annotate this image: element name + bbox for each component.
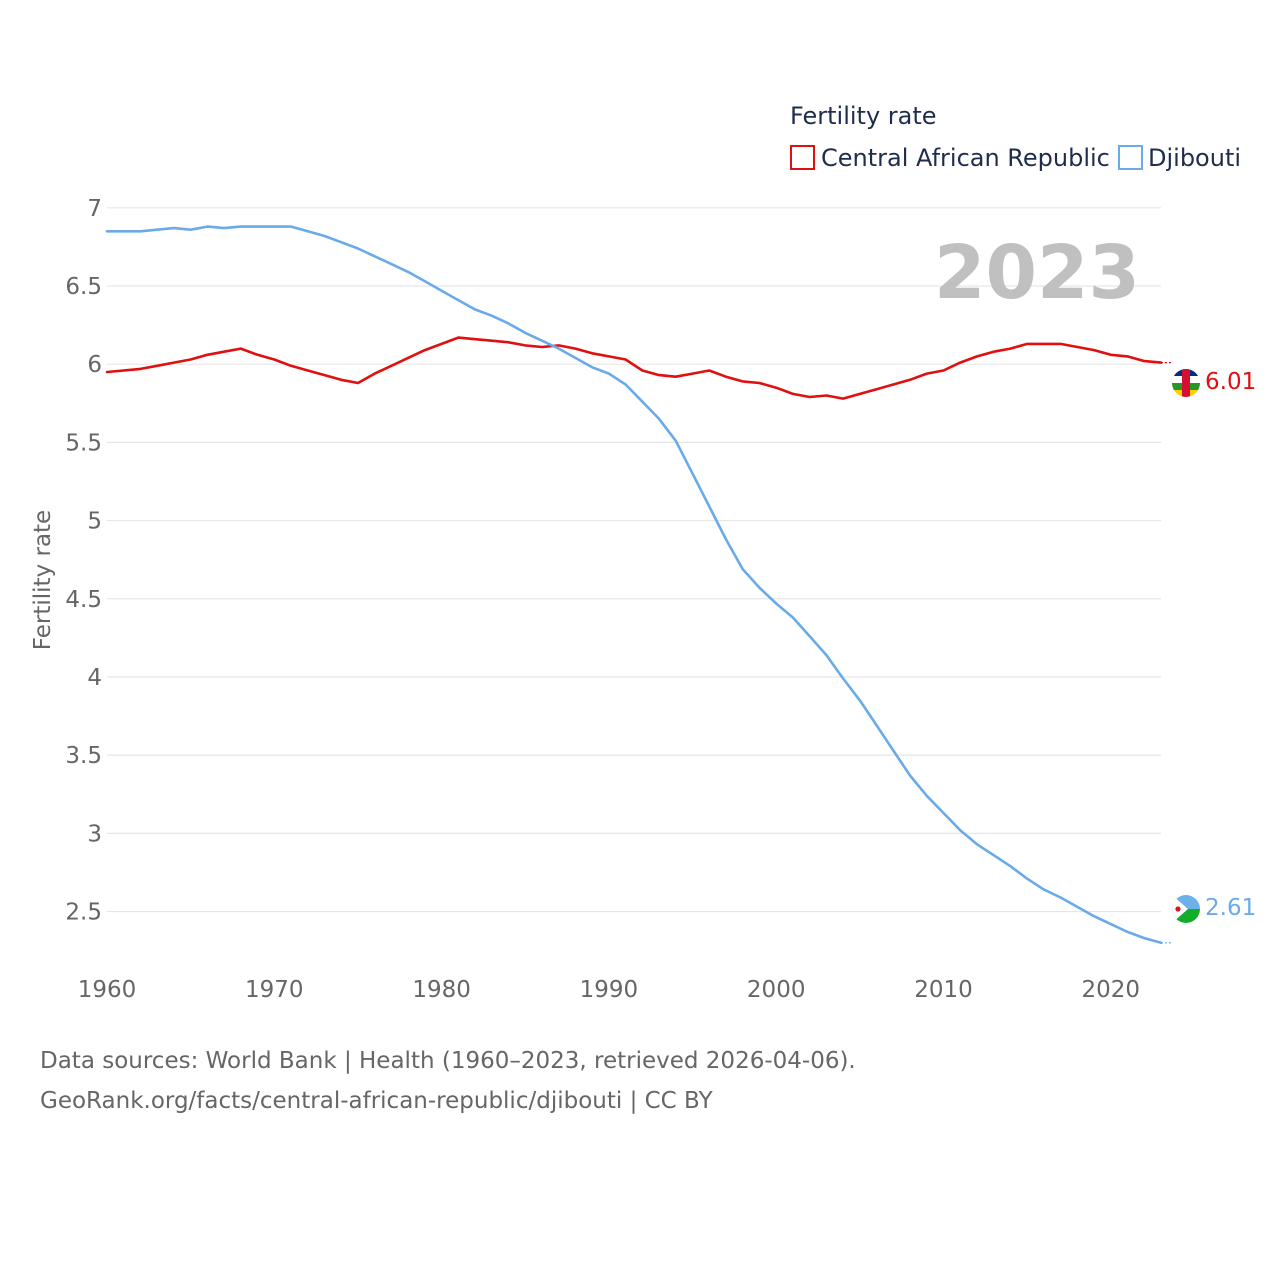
x-tick-label-4: 2000 (747, 977, 806, 1003)
x-tick-label-6: 2020 (1082, 977, 1141, 1003)
x-tick-label-5: 2010 (914, 977, 973, 1003)
legend-label-central-african-republic: Central African Republic (821, 144, 1110, 172)
legend-item-djibouti[interactable]: Djibouti (1118, 144, 1241, 172)
x-tick-label-1: 1970 (245, 977, 304, 1003)
grid-layer (107, 207, 1161, 913)
y-tick-label-5: 5 (87, 509, 102, 535)
series-layer (105, 225, 1172, 945)
end-label-djibouti: 2.61 (1205, 895, 1256, 921)
y-tick-label-1: 3 (87, 821, 102, 847)
y-tick-label-8: 6.5 (65, 274, 102, 300)
central-african-republic-flag-icon (1172, 369, 1200, 397)
legend-title: Fertility rate (790, 102, 937, 130)
legend-label-djibouti: Djibouti (1148, 144, 1241, 172)
series-line-central-african-republic[interactable] (105, 336, 1163, 400)
end-label-central-african-republic: 6.01 (1205, 369, 1256, 395)
source-line-2[interactable]: GeoRank.org/facts/central-african-republ… (40, 1088, 714, 1114)
y-tick-label-4: 4.5 (65, 587, 102, 613)
x-axis-ticks: 1960 1970 1980 1990 2000 2010 2020 (78, 977, 1140, 1003)
series-line-djibouti[interactable] (105, 225, 1163, 945)
legend: Fertility rate Central African Republic … (790, 102, 1241, 172)
source-line-1: Data sources: World Bank | Health (1960–… (40, 1048, 856, 1074)
legend-swatch-djibouti (1118, 145, 1143, 170)
legend-swatch-central-african-republic (790, 145, 815, 170)
year-overlay: 2023 (934, 230, 1140, 316)
y-axis-title: Fertility rate (30, 510, 56, 650)
x-tick-label-2: 1980 (412, 977, 471, 1003)
djibouti-flag-icon (1172, 895, 1200, 923)
x-tick-label-0: 1960 (78, 977, 137, 1003)
y-tick-label-2: 3.5 (65, 743, 102, 769)
y-axis-ticks: 2.5 3 3.5 4 4.5 5 5.5 6 6.5 7 (65, 196, 102, 926)
y-tick-label-7: 6 (87, 352, 102, 378)
y-tick-label-9: 7 (87, 196, 102, 222)
x-tick-label-3: 1990 (580, 977, 639, 1003)
y-tick-label-3: 4 (87, 665, 102, 691)
data-source-note: Data sources: World Bank | Health (1960–… (40, 1048, 856, 1114)
legend-item-central-african-republic[interactable]: Central African Republic (790, 144, 1110, 172)
y-tick-label-6: 5.5 (65, 430, 102, 456)
y-tick-label-0: 2.5 (65, 900, 102, 926)
